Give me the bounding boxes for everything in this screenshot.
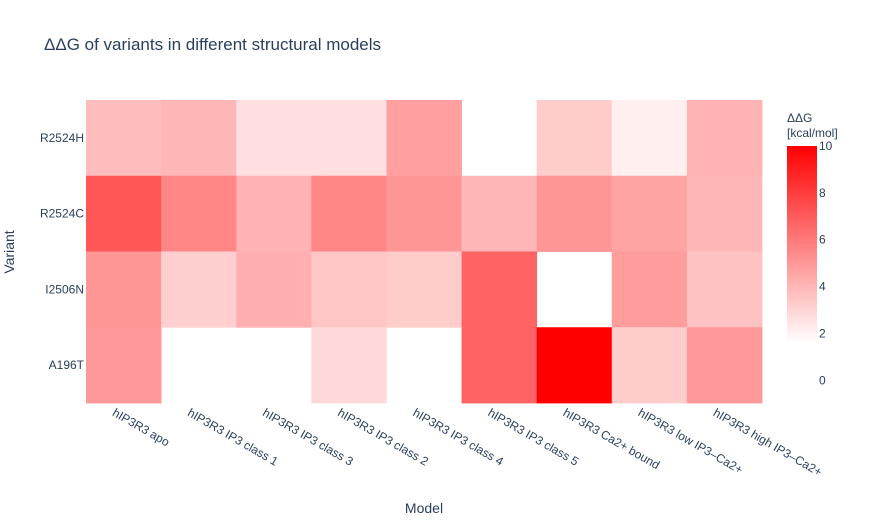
heatmap-cell: [161, 175, 237, 252]
colorbar-tick-label: 0: [819, 373, 826, 387]
colorbar: ΔΔG [kcal/mol] 0 2 4 6 8 10: [787, 111, 838, 387]
colorbar-tick-label: 10: [819, 139, 833, 153]
heatmap-cell: [611, 100, 688, 177]
x-tick-label: hIP3R3 apo: [110, 405, 172, 449]
heatmap-cell: [536, 327, 613, 404]
heatmap-cell: [311, 175, 387, 252]
colorbar-gradient: [787, 146, 817, 343]
heatmap-cell: [311, 251, 387, 328]
heatmap-cell: [236, 251, 312, 328]
heatmap-cell: [161, 100, 237, 177]
heatmap-cell: [611, 175, 688, 252]
heatmap-cell: [461, 251, 538, 328]
heatmap-cell: [611, 251, 688, 328]
heatmap-cell: [611, 327, 688, 404]
y-tick-label: A196T: [49, 358, 85, 372]
heatmap-cell: [686, 327, 763, 404]
colorbar-title-line-2: [kcal/mol]: [787, 126, 838, 140]
y-axis-title: Variant: [1, 230, 17, 273]
heatmap-cell: [86, 251, 162, 328]
y-tick-label: R2524C: [40, 207, 84, 221]
heatmap-cell: [461, 327, 538, 404]
heatmap-cell: [236, 100, 312, 177]
heatmap-cell: [86, 327, 162, 404]
heatmap-cells: [86, 100, 763, 404]
heatmap-cell: [311, 327, 387, 404]
chart-title: ΔΔG of variants in different structural …: [44, 35, 381, 54]
colorbar-tick-label: 6: [819, 233, 826, 247]
heatmap-cell: [686, 251, 763, 328]
y-tick-label: I2506N: [45, 282, 84, 296]
heatmap-cell: [236, 175, 312, 252]
colorbar-ticks: 0 2 4 6 8 10: [819, 139, 833, 387]
y-tick-label: R2524H: [40, 131, 84, 145]
heatmap-cell: [86, 100, 162, 177]
heatmap-cell: [461, 175, 538, 252]
heatmap-cell: [686, 100, 763, 177]
colorbar-tick-label: 2: [819, 326, 826, 340]
heatmap-cell: [386, 251, 462, 328]
heatmap-cell: [536, 100, 613, 177]
heatmap-cell: [686, 175, 763, 252]
x-axis-title: Model: [405, 500, 443, 516]
colorbar-tick-label: 8: [819, 186, 826, 200]
heatmap-cell: [311, 100, 387, 177]
colorbar-title-line-1: ΔΔG: [787, 111, 812, 125]
heatmap-cell: [161, 251, 237, 328]
colorbar-tick-label: 4: [819, 280, 826, 294]
heatmap-cell: [386, 100, 462, 177]
y-axis-ticks: R2524H R2524C I2506N A196T: [40, 131, 85, 372]
heatmap-cell: [86, 175, 162, 252]
heatmap-cell: [386, 175, 462, 252]
heatmap-cell: [536, 175, 613, 252]
